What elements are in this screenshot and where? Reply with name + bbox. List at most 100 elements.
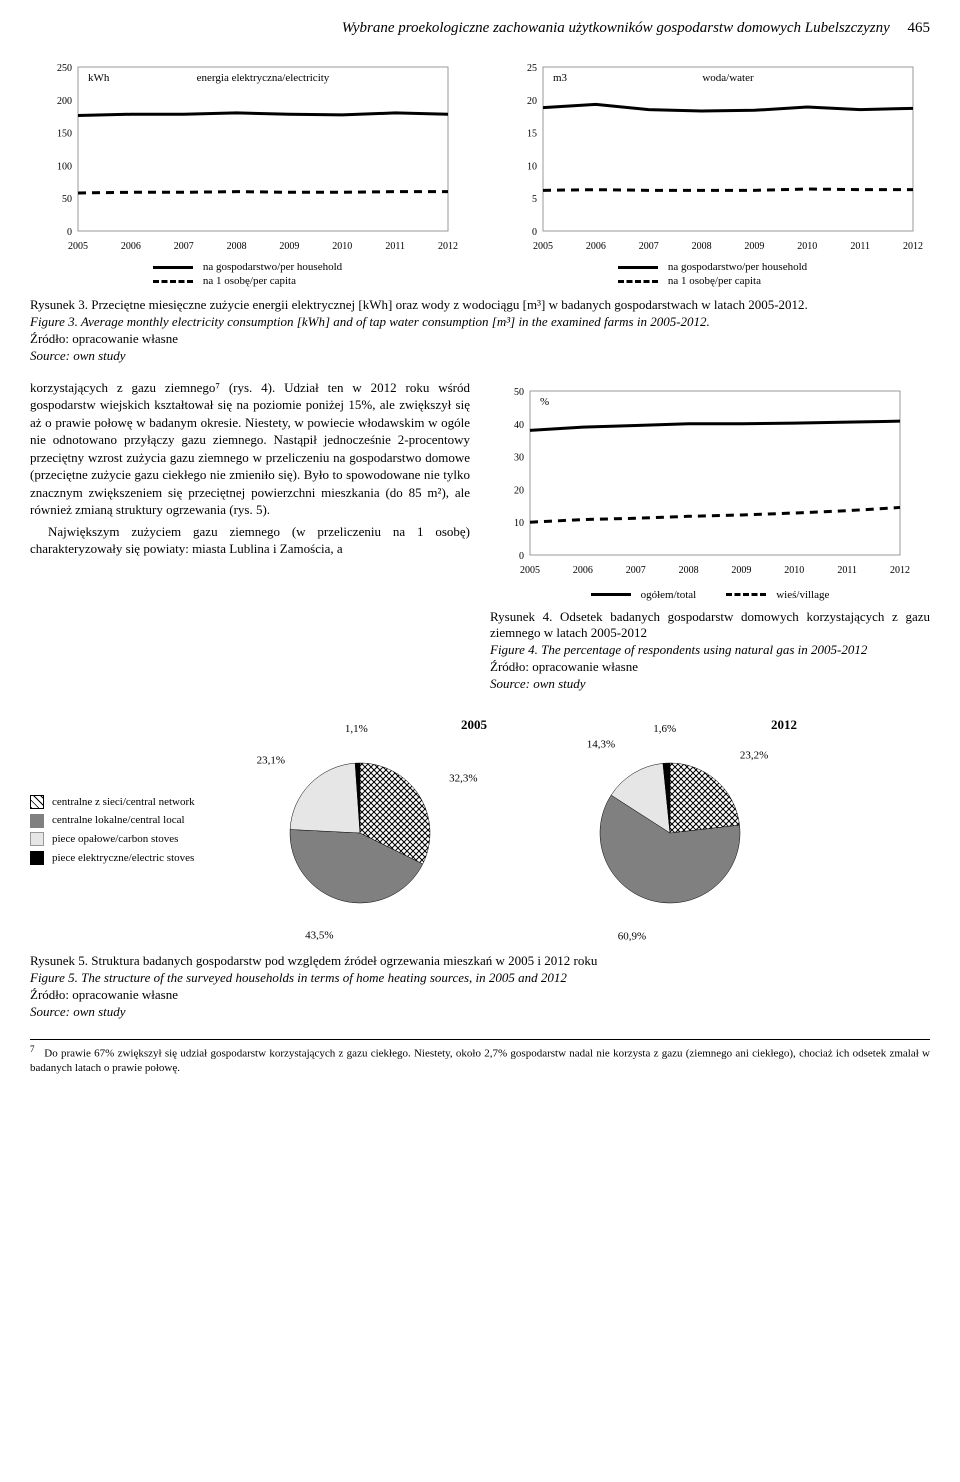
legend-label: na gospodarstwo/per household [203, 261, 342, 273]
pie-legend: centralne z sieci/central network centra… [30, 793, 195, 868]
solid-line-icon [153, 266, 193, 269]
body-text: korzystających z gazu ziemnego⁷ (rys. 4)… [30, 379, 470, 558]
svg-text:2008: 2008 [226, 241, 246, 252]
caption-en: Figure 4. The percentage of respondents … [490, 642, 930, 659]
svg-text:1,6%: 1,6% [653, 723, 676, 735]
page-title: Wybrane proekologiczne zachowania użytko… [342, 20, 890, 36]
svg-text:23,1%: 23,1% [256, 754, 284, 766]
svg-text:energia elektryczna/electricit: energia elektryczna/electricity [196, 72, 329, 84]
swatch-light-icon [30, 832, 44, 846]
source-en: Source: own study [30, 1004, 930, 1021]
svg-text:200: 200 [57, 96, 72, 107]
svg-text:43,5%: 43,5% [305, 930, 333, 942]
legend-label: piece opałowe/carbon stoves [52, 830, 178, 849]
legend-label: wieś/village [776, 589, 829, 601]
svg-text:2008: 2008 [691, 241, 711, 252]
svg-text:2007: 2007 [626, 565, 646, 576]
svg-text:1,1%: 1,1% [345, 723, 368, 735]
svg-text:5: 5 [532, 194, 537, 205]
svg-text:0: 0 [519, 551, 524, 562]
pie-2012: 23,2%60,9%14,3%1,6%2012 [525, 713, 815, 947]
solid-line-icon [591, 593, 631, 596]
source-pl: Źródło: opracowanie własne [30, 987, 930, 1004]
svg-text:2005: 2005 [520, 565, 540, 576]
svg-text:%: % [540, 396, 549, 408]
svg-text:40: 40 [514, 419, 524, 430]
legend-label: ogółem/total [641, 589, 697, 601]
svg-text:2011: 2011 [850, 241, 870, 252]
body-para1-text: korzystających z gazu ziemnego⁷ (rys. 4)… [30, 380, 470, 518]
svg-text:25: 25 [527, 63, 537, 74]
svg-text:2006: 2006 [585, 241, 605, 252]
caption-pl: Rysunek 3. Przeciętne miesięczne zużycie… [30, 297, 930, 314]
svg-text:2011: 2011 [837, 565, 857, 576]
svg-text:50: 50 [514, 387, 524, 398]
figure5-caption: Rysunek 5. Struktura badanych gospodarst… [30, 953, 930, 1021]
swatch-gray-icon [30, 814, 44, 828]
caption-en: Figure 3. Average monthly electricity co… [30, 314, 930, 331]
source-pl: Źródło: opracowanie własne [490, 659, 930, 676]
svg-text:2007: 2007 [638, 241, 658, 252]
svg-text:m3: m3 [553, 72, 568, 84]
svg-text:2012: 2012 [890, 565, 910, 576]
svg-text:2012: 2012 [903, 241, 923, 252]
svg-text:2005: 2005 [533, 241, 553, 252]
svg-text:20: 20 [527, 96, 537, 107]
svg-text:2010: 2010 [784, 565, 804, 576]
body-para2-text: Największym zużyciem gazu ziemnego (w pr… [30, 523, 470, 558]
svg-text:250: 250 [57, 63, 72, 74]
svg-text:32,3%: 32,3% [449, 773, 477, 785]
footnote-number: 7 [30, 1044, 35, 1054]
legend-label: na 1 osobę/per capita [668, 275, 761, 287]
svg-text:0: 0 [532, 227, 537, 238]
svg-text:2005: 2005 [68, 241, 88, 252]
footnote-text: Do prawie 67% zwiększył się udział gospo… [30, 1047, 930, 1073]
top-chart-row: 0501001502002502005200620072008200920102… [30, 55, 930, 289]
svg-text:2007: 2007 [173, 241, 193, 252]
svg-text:2012: 2012 [438, 241, 458, 252]
source-en: Source: own study [30, 348, 930, 365]
svg-text:23,2%: 23,2% [740, 750, 768, 762]
legend-label: na gospodarstwo/per household [668, 261, 807, 273]
page-header: Wybrane proekologiczne zachowania użytko… [30, 20, 930, 37]
svg-text:30: 30 [514, 452, 524, 463]
dashed-line-icon [153, 280, 193, 283]
svg-text:150: 150 [57, 129, 72, 140]
swatch-crosshatch-icon [30, 795, 44, 809]
source-en: Source: own study [490, 676, 930, 693]
electricity-chart: 0501001502002502005200620072008200920102… [30, 55, 465, 289]
svg-text:2009: 2009 [279, 241, 299, 252]
dashed-line-icon [618, 280, 658, 283]
legend-label: na 1 osobę/per capita [203, 275, 296, 287]
swatch-black-icon [30, 851, 44, 865]
caption-pl: Rysunek 4. Odsetek badanych gospodarstw … [490, 609, 930, 643]
svg-text:0: 0 [67, 227, 72, 238]
caption-pl: Rysunek 5. Struktura badanych gospodarst… [30, 953, 930, 970]
svg-text:2005: 2005 [461, 717, 488, 732]
svg-text:2010: 2010 [332, 241, 352, 252]
dashed-line-icon [726, 593, 766, 596]
water-chart: 0510152025200520062007200820092010201120… [495, 55, 930, 289]
pie-row: centralne z sieci/central network centra… [30, 713, 930, 947]
gas-chart-block: 0102030405020052006200720082009201020112… [490, 379, 930, 693]
figure4-caption: Rysunek 4. Odsetek badanych gospodarstw … [490, 609, 930, 693]
svg-text:10: 10 [514, 518, 524, 529]
water-legend: na gospodarstwo/per household na 1 osobę… [618, 259, 807, 289]
caption-en: Figure 5. The structure of the surveyed … [30, 970, 930, 987]
legend-label: piece elektryczne/electric stoves [52, 849, 194, 868]
svg-text:60,9%: 60,9% [617, 930, 645, 942]
svg-text:2012: 2012 [771, 717, 797, 732]
svg-text:2011: 2011 [385, 241, 405, 252]
svg-text:2009: 2009 [731, 565, 751, 576]
svg-text:2008: 2008 [679, 565, 699, 576]
electricity-legend: na gospodarstwo/per household na 1 osobę… [153, 259, 342, 289]
page-number: 465 [908, 20, 931, 36]
mid-section: korzystających z gazu ziemnego⁷ (rys. 4)… [30, 379, 930, 693]
figure3-caption: Rysunek 3. Przeciętne miesięczne zużycie… [30, 297, 930, 365]
legend-label: centralne z sieci/central network [52, 793, 195, 812]
legend-label: centralne lokalne/central local [52, 811, 185, 830]
svg-text:2006: 2006 [120, 241, 140, 252]
gas-legend: ogółem/total wieś/village [490, 587, 930, 603]
solid-line-icon [618, 266, 658, 269]
svg-text:2006: 2006 [573, 565, 593, 576]
